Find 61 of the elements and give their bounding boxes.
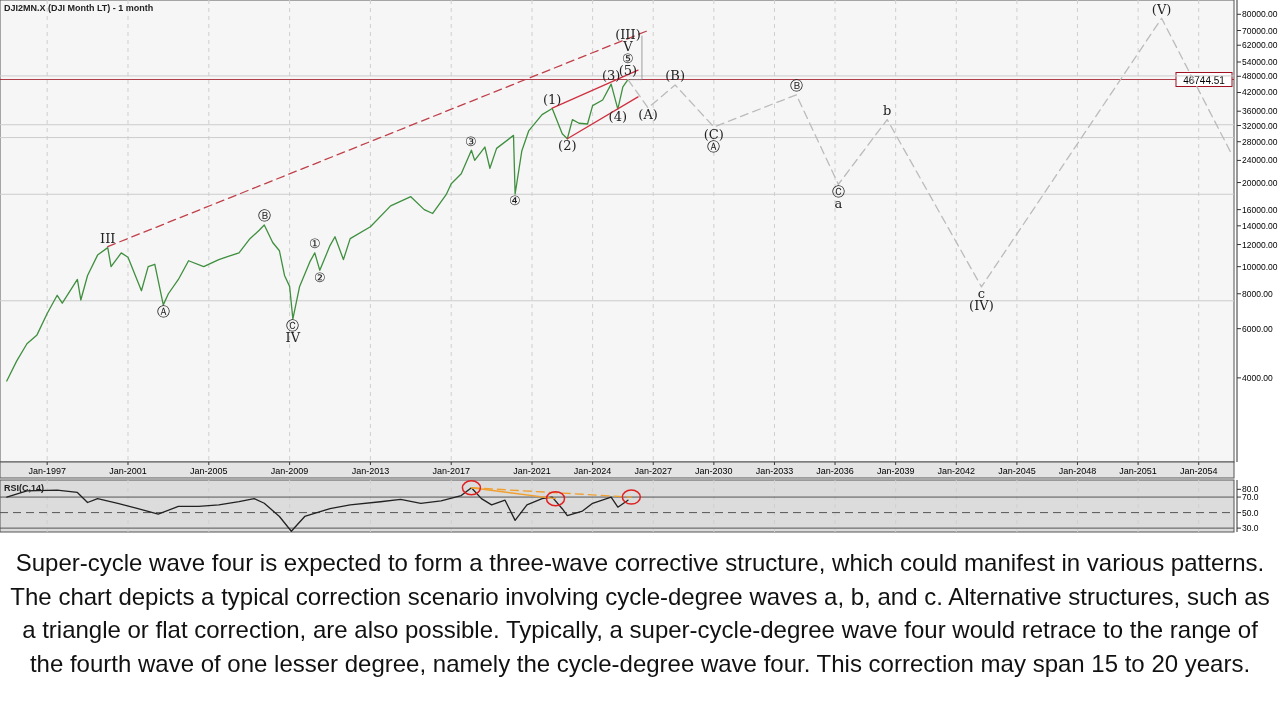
annotation: Ⓑ [257, 208, 271, 224]
x-tick-label: Jan-2048 [1058, 466, 1097, 476]
y-tick-label: 12000.00 [1242, 239, 1278, 250]
x-tick-label: Jan-2001 [109, 466, 147, 476]
annotation: (2) [558, 138, 577, 154]
annotation: (V) [1151, 1, 1172, 17]
y-tick-label: 32000.00 [1242, 120, 1278, 131]
y-tick-label: 30.0 [1242, 523, 1259, 534]
y-tick-label: 62000.00 [1242, 40, 1278, 51]
annotation: Ⓐ [156, 304, 170, 320]
annotation: (4) [608, 108, 628, 124]
x-tick-label: Jan-1997 [28, 466, 66, 476]
y-tick-label: 6000.00 [1242, 323, 1273, 334]
y-tick-label: 54000.00 [1242, 57, 1278, 67]
y-tick-label: 8000.00 [1242, 288, 1273, 299]
chart-title: DJI2MN.X (DJI Month LT) - 1 month [4, 3, 154, 13]
y-tick-label: 70000.00 [1242, 25, 1278, 36]
x-tick-label: Jan-2042 [937, 466, 976, 476]
annotation: (A) [638, 107, 658, 123]
y-tick-label: 36000.00 [1242, 106, 1278, 117]
y-tick-label: 70.0 [1242, 492, 1259, 503]
annotation: (5) [618, 63, 638, 79]
x-tick-label: Jan-2039 [876, 466, 915, 476]
y-tick-label: 48000.00 [1242, 71, 1278, 82]
annotation: (IV) [969, 298, 994, 314]
y-tick-label: 24000.00 [1242, 155, 1278, 166]
x-tick-label: Jan-2051 [1119, 466, 1157, 476]
chart-title: RSI(C,14) [4, 483, 45, 493]
annotation: ③ [465, 133, 478, 149]
x-tick-label: Jan-2033 [755, 466, 794, 476]
y-tick-label: 16000.00 [1242, 204, 1278, 215]
annotation: ① [308, 236, 321, 252]
y-tick-label: 80000.00 [1242, 9, 1278, 20]
annotation: (1) [543, 92, 562, 108]
y-tick-label: 20000.00 [1242, 177, 1278, 188]
x-tick-label: Jan-2027 [634, 466, 672, 476]
y-tick-label: 80.0 [1242, 484, 1259, 495]
y-tick-label: 10000.00 [1242, 261, 1278, 272]
y-tick-label: 14000.00 [1242, 220, 1278, 231]
y-tick-label: 50.0 [1242, 507, 1259, 518]
y-tick-label: 4000.00 [1242, 372, 1273, 383]
x-tick-label: Jan-2024 [573, 466, 612, 476]
y-tick-label: 42000.00 [1242, 87, 1278, 98]
x-tick-label: Jan-2017 [432, 466, 470, 476]
x-tick-label: Jan-2030 [695, 466, 733, 476]
annotation: Ⓑ [789, 78, 803, 94]
annotation: III [100, 231, 116, 247]
y-tick-label: 28000.00 [1242, 136, 1278, 147]
x-tick-label: Jan-2013 [351, 466, 390, 476]
x-tick-label: Jan-2009 [270, 466, 309, 476]
x-tick-label: Jan-2005 [190, 466, 228, 476]
annotation: ④ [509, 193, 522, 209]
x-tick-label: Jan-2036 [816, 466, 854, 476]
annotation: (3) [601, 67, 621, 83]
text: Super-cycle wave four is expected to form a three-wave corrective structure, which could manifest in various patterns. The chart depicts a typical correction scenario involving cycle-degree waves a, b, and c. Alternative structures, such as a triangle or flat correction, are also possible. Typically, a super-cycle-degree wave four would retrace to the range of the fourth wave of one lesser degree, namely the cycle-degree wave four. This correction may span 15 to 20 years. [9, 548, 1271, 679]
annotation: b [883, 103, 892, 119]
x-tick-label: Jan-2054 [1179, 466, 1218, 476]
x-tick-label: Jan-2021 [513, 466, 551, 476]
ref-line-label: 46744.51 [1183, 74, 1226, 86]
annotation: ② [313, 269, 326, 285]
x-tick-label: Jan-2045 [998, 466, 1036, 476]
